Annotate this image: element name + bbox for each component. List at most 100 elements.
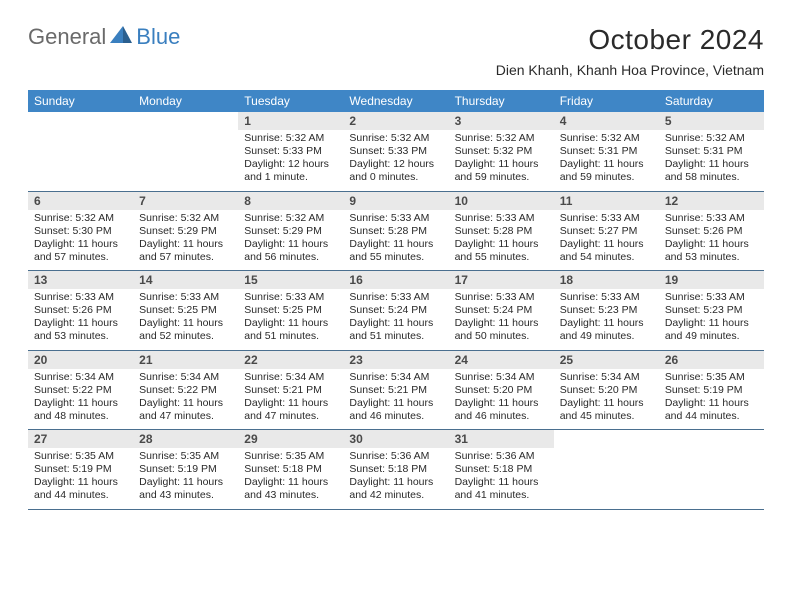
sunrise-text: Sunrise: 5:32 AM — [349, 132, 442, 145]
sunrise-text: Sunrise: 5:33 AM — [244, 291, 337, 304]
daylight-text: Daylight: 11 hours and 59 minutes. — [560, 158, 653, 184]
sunrise-text: Sunrise: 5:32 AM — [244, 212, 337, 225]
day-body: Sunrise: 5:34 AMSunset: 5:20 PMDaylight:… — [554, 369, 659, 430]
calendar-cell: 28Sunrise: 5:35 AMSunset: 5:19 PMDayligh… — [133, 430, 238, 510]
daylight-text: Daylight: 11 hours and 43 minutes. — [244, 476, 337, 502]
daylight-text: Daylight: 11 hours and 44 minutes. — [34, 476, 127, 502]
sunset-text: Sunset: 5:18 PM — [349, 463, 442, 476]
daylight-text: Daylight: 11 hours and 47 minutes. — [139, 397, 232, 423]
sunrise-text: Sunrise: 5:32 AM — [455, 132, 548, 145]
day-body: Sunrise: 5:33 AMSunset: 5:23 PMDaylight:… — [554, 289, 659, 350]
sunrise-text: Sunrise: 5:32 AM — [665, 132, 758, 145]
daylight-text: Daylight: 11 hours and 58 minutes. — [665, 158, 758, 184]
sunset-text: Sunset: 5:25 PM — [244, 304, 337, 317]
daylight-text: Daylight: 11 hours and 55 minutes. — [455, 238, 548, 264]
title-block: October 2024 Dien Khanh, Khanh Hoa Provi… — [496, 24, 764, 78]
sunrise-text: Sunrise: 5:33 AM — [34, 291, 127, 304]
calendar-cell: 6Sunrise: 5:32 AMSunset: 5:30 PMDaylight… — [28, 191, 133, 271]
sunset-text: Sunset: 5:20 PM — [560, 384, 653, 397]
day-number: 31 — [449, 430, 554, 448]
day-number: 19 — [659, 271, 764, 289]
calendar-table: Sunday Monday Tuesday Wednesday Thursday… — [28, 90, 764, 510]
calendar-cell: 12Sunrise: 5:33 AMSunset: 5:26 PMDayligh… — [659, 191, 764, 271]
sunrise-text: Sunrise: 5:33 AM — [665, 291, 758, 304]
calendar-cell: 4Sunrise: 5:32 AMSunset: 5:31 PMDaylight… — [554, 112, 659, 191]
daylight-text: Daylight: 11 hours and 49 minutes. — [560, 317, 653, 343]
daylight-text: Daylight: 11 hours and 53 minutes. — [34, 317, 127, 343]
day-number: 7 — [133, 192, 238, 210]
day-body: Sunrise: 5:32 AMSunset: 5:33 PMDaylight:… — [343, 130, 448, 191]
daylight-text: Daylight: 11 hours and 41 minutes. — [455, 476, 548, 502]
day-number: 23 — [343, 351, 448, 369]
sunset-text: Sunset: 5:19 PM — [139, 463, 232, 476]
day-number: 5 — [659, 112, 764, 130]
sunset-text: Sunset: 5:25 PM — [139, 304, 232, 317]
sunrise-text: Sunrise: 5:34 AM — [139, 371, 232, 384]
calendar-cell — [554, 430, 659, 510]
calendar-cell: 18Sunrise: 5:33 AMSunset: 5:23 PMDayligh… — [554, 271, 659, 351]
calendar-cell: 13Sunrise: 5:33 AMSunset: 5:26 PMDayligh… — [28, 271, 133, 351]
day-body: Sunrise: 5:34 AMSunset: 5:21 PMDaylight:… — [343, 369, 448, 430]
daylight-text: Daylight: 12 hours and 0 minutes. — [349, 158, 442, 184]
brand-text-blue: Blue — [136, 24, 180, 50]
day-body: Sunrise: 5:32 AMSunset: 5:30 PMDaylight:… — [28, 210, 133, 271]
day-number: 6 — [28, 192, 133, 210]
dayhead-sat: Saturday — [659, 90, 764, 112]
calendar-cell: 1Sunrise: 5:32 AMSunset: 5:33 PMDaylight… — [238, 112, 343, 191]
calendar-cell: 14Sunrise: 5:33 AMSunset: 5:25 PMDayligh… — [133, 271, 238, 351]
calendar-cell: 27Sunrise: 5:35 AMSunset: 5:19 PMDayligh… — [28, 430, 133, 510]
calendar-cell: 21Sunrise: 5:34 AMSunset: 5:22 PMDayligh… — [133, 350, 238, 430]
sunrise-text: Sunrise: 5:34 AM — [34, 371, 127, 384]
day-body: Sunrise: 5:32 AMSunset: 5:33 PMDaylight:… — [238, 130, 343, 191]
sunrise-text: Sunrise: 5:33 AM — [455, 291, 548, 304]
daylight-text: Daylight: 11 hours and 45 minutes. — [560, 397, 653, 423]
day-number: 29 — [238, 430, 343, 448]
day-body: Sunrise: 5:36 AMSunset: 5:18 PMDaylight:… — [343, 448, 448, 509]
calendar-cell: 15 Sunrise: 5:33 AMSunset: 5:25 PMDayligh… — [238, 271, 343, 351]
sunrise-text: Sunrise: 5:35 AM — [34, 450, 127, 463]
sunset-text: Sunset: 5:33 PM — [244, 145, 337, 158]
day-body: Sunrise: 5:33 AMSunset: 5:28 PMDaylight:… — [343, 210, 448, 271]
day-number: 3 — [449, 112, 554, 130]
sunrise-text: Sunrise: 5:34 AM — [349, 371, 442, 384]
day-number: 28 — [133, 430, 238, 448]
daylight-text: Daylight: 11 hours and 49 minutes. — [665, 317, 758, 343]
sunrise-text: Sunrise: 5:33 AM — [455, 212, 548, 225]
day-number: 24 — [449, 351, 554, 369]
brand-text-general: General — [28, 24, 106, 50]
calendar-cell: 20Sunrise: 5:34 AMSunset: 5:22 PMDayligh… — [28, 350, 133, 430]
sunrise-text: Sunrise: 5:36 AM — [349, 450, 442, 463]
daylight-text: Daylight: 11 hours and 46 minutes. — [455, 397, 548, 423]
day-number: 18 — [554, 271, 659, 289]
sunset-text: Sunset: 5:26 PM — [665, 225, 758, 238]
day-number: 1 — [238, 112, 343, 130]
day-number: 11 — [554, 192, 659, 210]
daylight-text: Daylight: 11 hours and 43 minutes. — [139, 476, 232, 502]
day-body: Sunrise: 5:35 AMSunset: 5:19 PMDaylight:… — [659, 369, 764, 430]
sunrise-text: Sunrise: 5:32 AM — [560, 132, 653, 145]
daylight-text: Daylight: 11 hours and 55 minutes. — [349, 238, 442, 264]
daylight-text: Daylight: 11 hours and 51 minutes. — [244, 317, 337, 343]
sunset-text: Sunset: 5:27 PM — [560, 225, 653, 238]
sunrise-text: Sunrise: 5:34 AM — [455, 371, 548, 384]
sunset-text: Sunset: 5:31 PM — [665, 145, 758, 158]
daylight-text: Daylight: 11 hours and 57 minutes. — [139, 238, 232, 264]
sunset-text: Sunset: 5:24 PM — [455, 304, 548, 317]
sunrise-text: Sunrise: 5:35 AM — [665, 371, 758, 384]
sunrise-text: Sunrise: 5:33 AM — [560, 212, 653, 225]
calendar-cell — [133, 112, 238, 191]
daylight-text: Daylight: 11 hours and 51 minutes. — [349, 317, 442, 343]
day-number: 12 — [659, 192, 764, 210]
day-body: Sunrise: 5:33 AMSunset: 5:28 PMDaylight:… — [449, 210, 554, 271]
day-number: 15 — [238, 271, 343, 289]
day-body: Sunrise: 5:33 AMSunset: 5:27 PMDaylight:… — [554, 210, 659, 271]
day-body — [554, 434, 659, 490]
location-text: Dien Khanh, Khanh Hoa Province, Vietnam — [496, 62, 764, 78]
day-body: Sunrise: 5:32 AMSunset: 5:29 PMDaylight:… — [133, 210, 238, 271]
day-header-row: Sunday Monday Tuesday Wednesday Thursday… — [28, 90, 764, 112]
calendar-week: 20Sunrise: 5:34 AMSunset: 5:22 PMDayligh… — [28, 350, 764, 430]
day-number: 25 — [554, 351, 659, 369]
sunset-text: Sunset: 5:31 PM — [560, 145, 653, 158]
day-number: 22 — [238, 351, 343, 369]
daylight-text: Daylight: 11 hours and 47 minutes. — [244, 397, 337, 423]
